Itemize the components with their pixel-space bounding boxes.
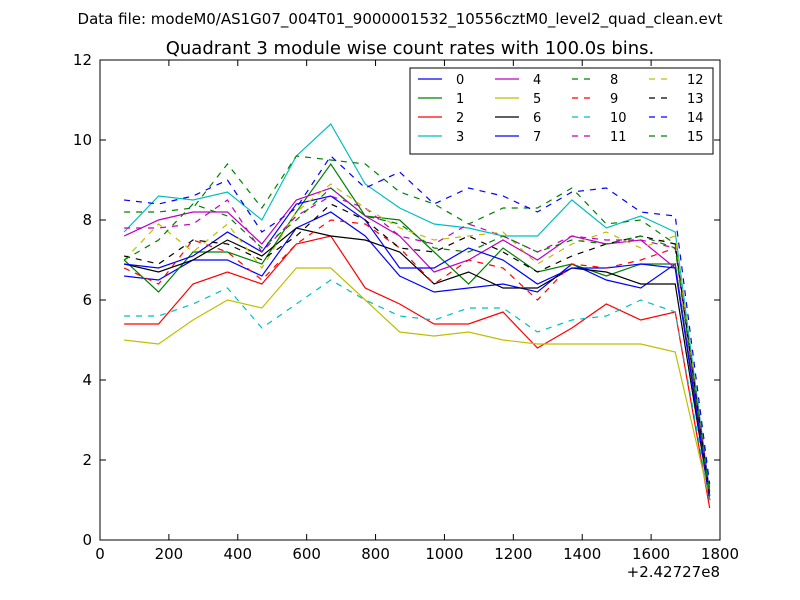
- x-tick-label: 1200: [494, 545, 532, 563]
- series-line-12: [123, 183, 711, 497]
- x-tick-label: 1600: [632, 545, 670, 563]
- x-tick-label: 1000: [425, 545, 463, 563]
- x-tick-label: 200: [155, 545, 184, 563]
- y-tick-label: 8: [82, 211, 92, 229]
- series-layer: [123, 123, 711, 509]
- legend-box: [409, 67, 714, 155]
- x-tick-label: 400: [223, 545, 252, 563]
- legend-label-7: 7: [533, 130, 541, 145]
- x-tick-label: 1800: [701, 545, 739, 563]
- legend-label-3: 3: [456, 130, 464, 145]
- series-line-2: [124, 235, 711, 509]
- legend-label-6: 6: [533, 111, 541, 126]
- legend-label-10: 10: [610, 111, 627, 126]
- legend-label-11: 11: [610, 130, 627, 145]
- chart-title: Quadrant 3 module wise count rates with …: [166, 38, 655, 59]
- legend-label-9: 9: [610, 92, 618, 107]
- series-line-14: [124, 155, 711, 485]
- series-line-1: [123, 162, 711, 501]
- series-line-15: [123, 187, 711, 497]
- x-tick-label: 800: [361, 545, 390, 563]
- series-line-9: [123, 219, 711, 497]
- y-tick-label: 6: [82, 291, 92, 309]
- legend-label-13: 13: [687, 92, 704, 107]
- x-tick-label: 1400: [563, 545, 601, 563]
- series-line-8: [124, 155, 711, 489]
- series-line-6: [123, 227, 711, 501]
- axes-layer: 0 200 400 600 800 1000 1200 1400 1600 18000246810…: [73, 51, 739, 563]
- x-tick-label: 600: [292, 545, 321, 563]
- series-line-7: [124, 195, 711, 501]
- x-offset-label: +2.42727e8: [627, 563, 720, 581]
- series-line-4: [123, 187, 711, 497]
- series-line-13: [123, 203, 711, 497]
- legend-label-12: 12: [687, 73, 704, 88]
- legend-label-5: 5: [533, 92, 541, 107]
- data-file-label: Data file: modeM0/AS1G07_004T01_90000015…: [78, 10, 723, 29]
- series-line-3: [123, 123, 711, 493]
- series-line-10: [124, 279, 711, 501]
- y-tick-label: 0: [82, 531, 92, 549]
- y-tick-label: 4: [82, 371, 92, 389]
- x-tick-label: 0: [95, 545, 105, 563]
- series-line-11: [124, 195, 711, 493]
- series-line-5: [124, 267, 711, 501]
- legend-label-2: 2: [456, 111, 464, 126]
- legend-label-15: 15: [687, 130, 704, 145]
- legend-label-1: 1: [456, 92, 464, 107]
- legend-label-8: 8: [610, 73, 618, 88]
- legend-label-4: 4: [533, 73, 541, 88]
- y-tick-label: 10: [73, 131, 92, 149]
- series-line-0: [124, 211, 711, 497]
- y-tick-label: 12: [73, 51, 92, 69]
- legend-label-14: 14: [687, 111, 704, 126]
- y-tick-label: 2: [82, 451, 92, 469]
- legend-label-0: 0: [456, 73, 464, 88]
